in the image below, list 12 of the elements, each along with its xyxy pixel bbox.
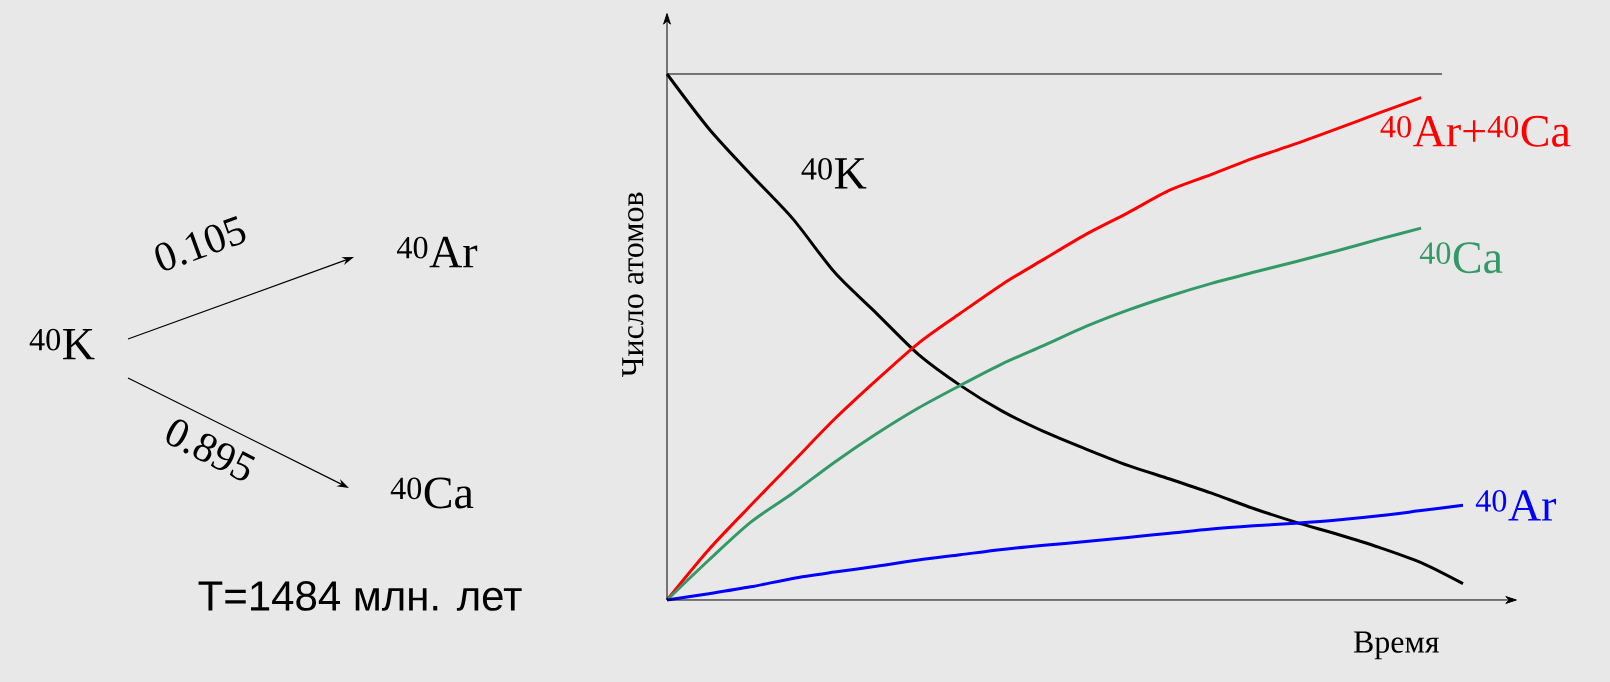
series-label: $^{40}$Ar <box>1475 490 1557 521</box>
x-axis-title: Время <box>1353 631 1439 660</box>
text: 0.895 <box>166 419 256 481</box>
text: 0.105 <box>155 216 246 271</box>
text: T=1484 млн. лет <box>198 581 522 611</box>
text: $^{40}$Ca <box>390 477 474 509</box>
series-label: $^{40}$K <box>801 158 867 189</box>
series-label: $^{40}$Ca <box>1419 242 1503 274</box>
series-label: $^{40}$Ar+$^{40}$Ca <box>1380 115 1571 147</box>
text: $^{40}$Ar <box>397 236 478 268</box>
y-axis-title: Число атомов <box>622 192 644 377</box>
text: $^{40}$K <box>29 328 95 360</box>
